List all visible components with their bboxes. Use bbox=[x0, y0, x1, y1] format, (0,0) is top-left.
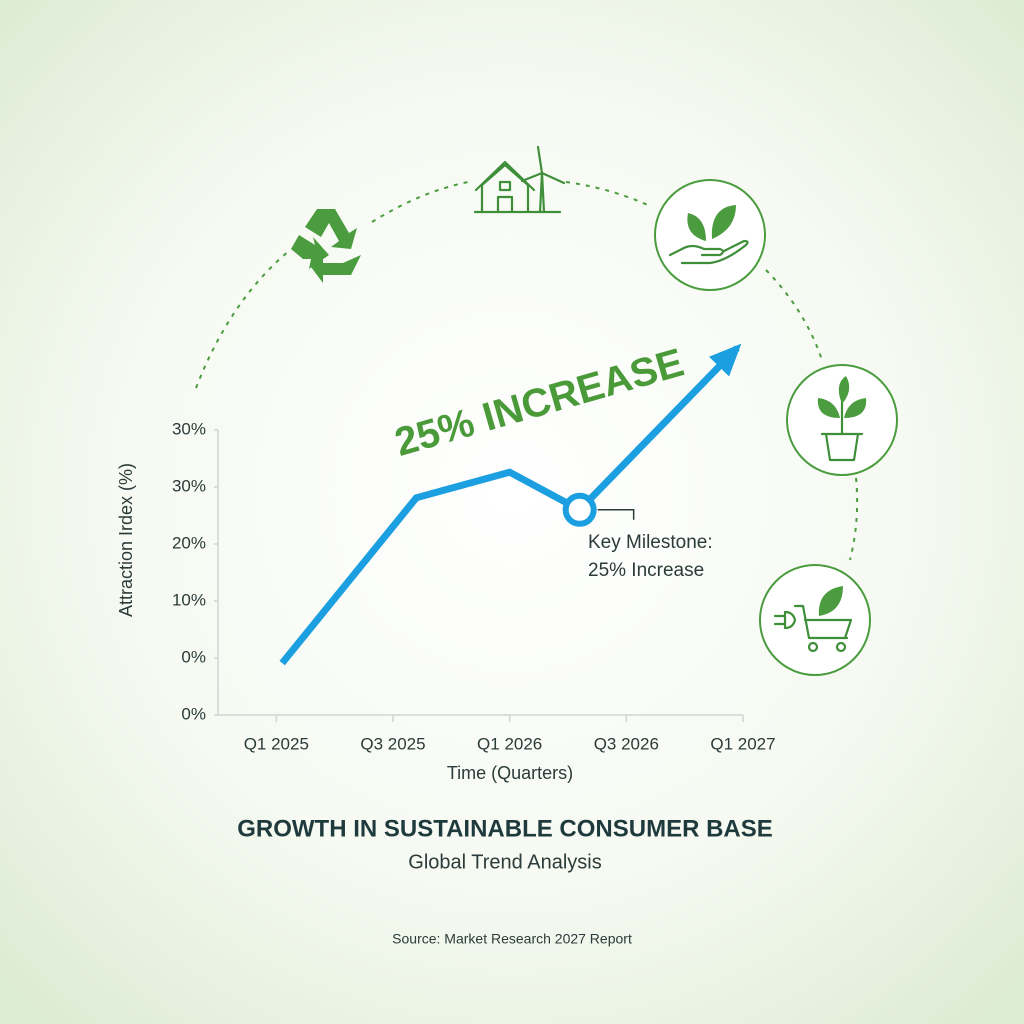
chart-subtitle: Global Trend Analysis bbox=[408, 851, 601, 873]
dotted-arc bbox=[849, 477, 859, 561]
x-tick-label: Q1 2027 bbox=[710, 734, 775, 753]
x-tick-label: Q1 2026 bbox=[477, 734, 542, 753]
y-tick-label: 20% bbox=[172, 533, 206, 552]
y-tick-label: 0% bbox=[181, 647, 206, 666]
dotted-arc bbox=[195, 249, 291, 389]
trend-line bbox=[279, 345, 740, 666]
potted-plant-icon bbox=[786, 364, 898, 476]
y-tick-label: 10% bbox=[172, 590, 206, 609]
source-note: Source: Market Research 2027 Report bbox=[392, 931, 632, 947]
arrowhead bbox=[709, 343, 742, 377]
milestone-connector bbox=[597, 509, 635, 520]
milestone-marker bbox=[562, 492, 597, 527]
dotted-arc bbox=[765, 269, 823, 361]
hand-leaf-icon bbox=[654, 179, 766, 291]
milestone-label: Key Milestone: bbox=[588, 532, 713, 553]
dotted-arc bbox=[371, 181, 469, 223]
y-tick-label: 30% bbox=[172, 419, 206, 438]
x-axis-label: Time (Quarters) bbox=[447, 763, 573, 783]
y-axis-label: Attraction Irdex (%) bbox=[116, 463, 136, 617]
milestone-label: 25% Increase bbox=[588, 560, 704, 581]
decoration bbox=[195, 145, 898, 676]
x-tick-label: Q3 2026 bbox=[594, 734, 659, 753]
y-tick-label: 0% bbox=[181, 704, 206, 723]
recycle-icon bbox=[291, 209, 361, 283]
house-turbine-icon bbox=[473, 145, 566, 214]
x-tick-label: Q3 2025 bbox=[360, 734, 425, 753]
chart-title: GROWTH IN SUSTAINABLE CONSUMER BASE bbox=[237, 815, 773, 842]
cart-icon bbox=[759, 564, 871, 676]
dotted-arc bbox=[565, 181, 651, 207]
y-tick-label: 30% bbox=[172, 476, 206, 495]
x-tick-label: Q1 2025 bbox=[244, 734, 309, 753]
